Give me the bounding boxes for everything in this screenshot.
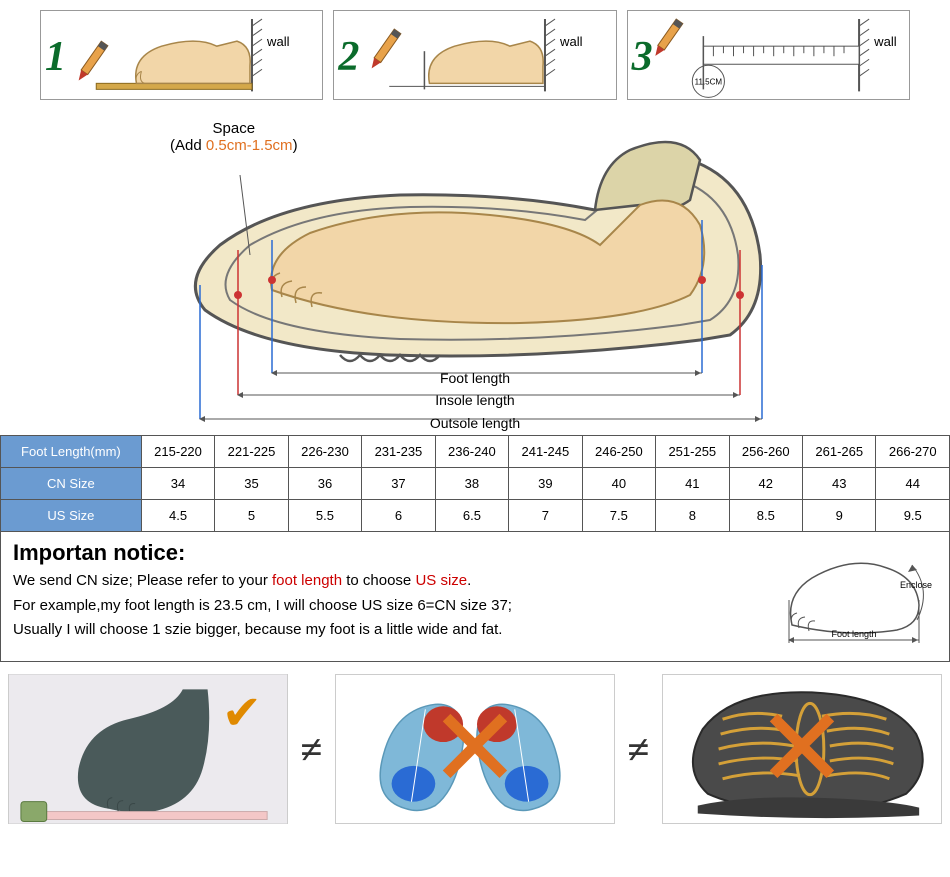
insole-icon bbox=[336, 674, 614, 824]
table-cell: 226-230 bbox=[288, 436, 361, 468]
table-cell: 241-245 bbox=[509, 436, 582, 468]
table-cell: 246-250 bbox=[582, 436, 655, 468]
notice-title: Importan notice: bbox=[13, 540, 747, 566]
step-2-panel: 2 wall bbox=[333, 10, 616, 100]
table-cell: 4.5 bbox=[141, 500, 214, 532]
step-1-panel: 1 wall bbox=[40, 10, 323, 100]
table-cell: 266-270 bbox=[876, 436, 950, 468]
table-cell: 7.5 bbox=[582, 500, 655, 532]
svg-text:Foot length: Foot length bbox=[831, 629, 876, 639]
table-cell: 37 bbox=[362, 468, 435, 500]
notice-box: Importan notice: We send CN size; Please… bbox=[0, 532, 950, 662]
table-cell: 9.5 bbox=[876, 500, 950, 532]
table-cell: 5.5 bbox=[288, 500, 361, 532]
table-cell: 236-240 bbox=[435, 436, 508, 468]
wall-label-2: wall bbox=[559, 34, 583, 49]
notice-line-1: We send CN size; Please refer to your fo… bbox=[13, 570, 747, 593]
measurement-steps: 1 wall 2 bbox=[0, 0, 950, 105]
shoe-diagram: Space (Add 0.5cm-1.5cm) bbox=[40, 105, 910, 435]
table-cell: 231-235 bbox=[362, 436, 435, 468]
foot-form-panel: ✔ bbox=[8, 674, 288, 824]
table-cell: 40 bbox=[582, 468, 655, 500]
length-labels: Foot length Insole length Outsole length bbox=[430, 367, 520, 434]
wall-label-3: wall bbox=[873, 34, 897, 49]
svg-text:Enclose: Enclose bbox=[900, 580, 932, 590]
table-cell: 8 bbox=[656, 500, 729, 532]
table-cell: 8.5 bbox=[729, 500, 802, 532]
size-table: Foot Length(mm)215-220221-225226-230231-… bbox=[0, 435, 950, 532]
insole-panel: ✕ bbox=[335, 674, 615, 824]
table-cell: 39 bbox=[509, 468, 582, 500]
table-cell: 9 bbox=[803, 500, 876, 532]
step-1-illustration: wall bbox=[41, 11, 322, 100]
table-cell: 7 bbox=[509, 500, 582, 532]
table-cell: 6.5 bbox=[435, 500, 508, 532]
table-header: US Size bbox=[1, 500, 142, 532]
insole-length-label: Insole length bbox=[430, 389, 520, 411]
table-cell: 42 bbox=[729, 468, 802, 500]
table-cell: 6 bbox=[362, 500, 435, 532]
table-cell: 221-225 bbox=[215, 436, 288, 468]
not-equal-icon: ≠ bbox=[301, 726, 323, 773]
table-cell: 256-260 bbox=[729, 436, 802, 468]
table-cell: 41 bbox=[656, 468, 729, 500]
step-2-illustration: wall bbox=[334, 11, 615, 100]
table-cell: 34 bbox=[141, 468, 214, 500]
table-cell: 38 bbox=[435, 468, 508, 500]
step-3-measurement: 11.5CM bbox=[694, 77, 722, 86]
comparison-row: ✔ ≠ ✕ ≠ ✕ bbox=[0, 662, 950, 836]
table-cell: 36 bbox=[288, 468, 361, 500]
table-header: Foot Length(mm) bbox=[1, 436, 142, 468]
outsole-length-label: Outsole length bbox=[430, 412, 520, 434]
notice-line-2: For example,my foot length is 23.5 cm, I… bbox=[13, 595, 747, 618]
notice-line-3: Usually I will choose 1 szie bigger, bec… bbox=[13, 619, 747, 642]
outsole-icon bbox=[663, 674, 941, 824]
table-cell: 5 bbox=[215, 500, 288, 532]
table-header: CN Size bbox=[1, 468, 142, 500]
foot-length-label: Foot length bbox=[430, 367, 520, 389]
table-cell: 215-220 bbox=[141, 436, 214, 468]
table-cell: 35 bbox=[215, 468, 288, 500]
table-cell: 251-255 bbox=[656, 436, 729, 468]
table-cell: 44 bbox=[876, 468, 950, 500]
step-3-panel: 3 wall 11.5CM bbox=[627, 10, 910, 100]
wall-label-1: wall bbox=[266, 34, 290, 49]
table-cell: 261-265 bbox=[803, 436, 876, 468]
table-cell: 43 bbox=[803, 468, 876, 500]
outsole-panel: ✕ bbox=[662, 674, 942, 824]
not-equal-icon: ≠ bbox=[628, 726, 650, 773]
notice-foot-icon: Enclose Foot length bbox=[767, 540, 937, 653]
check-icon: ✔ bbox=[222, 685, 262, 741]
step-3-illustration: wall 11.5CM bbox=[628, 11, 909, 100]
